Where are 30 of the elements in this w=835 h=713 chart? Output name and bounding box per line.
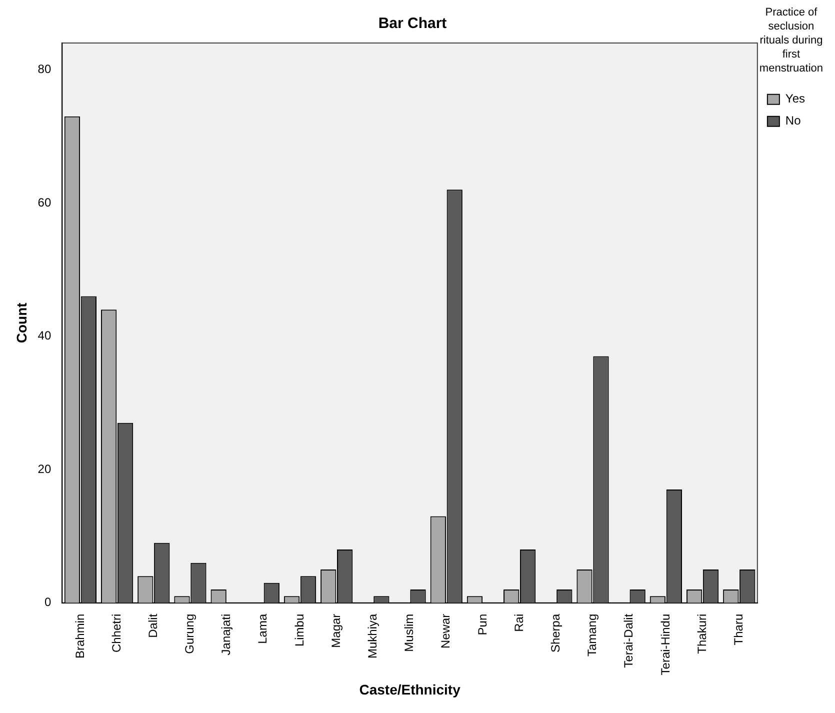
x-tick-label: Muslim	[402, 614, 416, 652]
y-tick-label: 40	[38, 328, 52, 343]
x-tick-label: Newar	[438, 614, 453, 649]
x-tick-label: Thakuri	[694, 614, 709, 654]
x-tick-label: Janajati	[219, 614, 234, 656]
chart-title: Bar Chart	[378, 15, 447, 32]
x-tick-label: Dalit	[146, 613, 160, 638]
x-tick-label: Tharu	[731, 614, 746, 646]
legend-label: Yes	[785, 92, 805, 106]
x-tick-label: Mukhiya	[366, 614, 380, 659]
x-tick-label: Terai-Hindu	[658, 614, 672, 676]
y-tick-label: 0	[44, 595, 52, 610]
legend-label: No	[785, 114, 802, 128]
legend-title: Practice of seclusion rituals during first menstruation	[759, 6, 824, 75]
x-tick-label: Limbu	[292, 614, 306, 647]
x-tick-label: Tamang	[585, 614, 600, 657]
x-tick-label: Lama	[256, 614, 270, 644]
y-axis-title: Count	[13, 302, 30, 344]
x-tick-label: Magar	[328, 614, 343, 648]
x-tick-label: Brahmin	[72, 614, 87, 659]
x-tick-label: Rai	[512, 614, 526, 632]
x-tick-label: Chhetri	[109, 614, 124, 653]
y-tick-label: 20	[38, 462, 52, 476]
x-axis-title: Caste/Ethnicity	[359, 681, 461, 698]
y-tick-label: 60	[38, 195, 52, 210]
x-tick-label: Sherpa	[548, 614, 562, 653]
y-tick-label: 80	[38, 62, 52, 76]
x-tick-label: Gurung	[182, 614, 197, 654]
x-tick-label: Terai-Dalit	[622, 613, 636, 668]
x-tick-label: Pun	[475, 614, 490, 636]
